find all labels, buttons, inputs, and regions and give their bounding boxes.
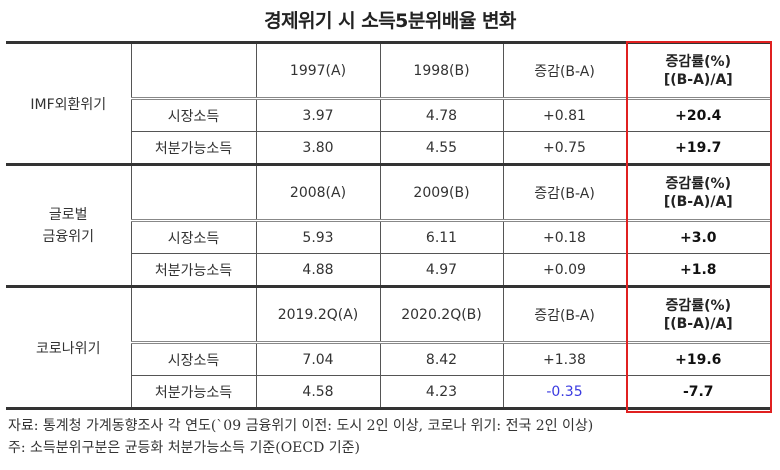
value-a: 4.58: [255, 375, 381, 410]
value-a: 3.80: [255, 131, 381, 166]
table-row: 시장소득 5.93 6.11 +0.18 +3.0: [6, 220, 770, 254]
value-rate: +3.0: [625, 220, 770, 254]
value-rate: +19.7: [625, 131, 770, 166]
table-row: 처분가능소득 4.58 4.23 -0.35 -7.7: [6, 375, 770, 410]
value-b: 4.55: [379, 131, 504, 166]
value-diff-negative: -0.35: [502, 375, 627, 410]
group-header-row: 글로벌 금융위기 2008(A) 2009(B) 증감(B-A) 증감률(%) …: [6, 164, 770, 288]
income-type-label: 시장소득: [130, 342, 257, 376]
diff-header: 증감(B-A): [502, 164, 627, 222]
method-note: 주: 소득분위구분은 균등화 처분가능소득 기준(OECD 기준): [8, 440, 361, 456]
period-b-header: 2009(B): [379, 164, 504, 222]
period-a-header: 2019.2Q(A): [255, 286, 381, 344]
period-a-header: 2008(A): [255, 164, 381, 222]
period-b-header: 2020.2Q(B): [379, 286, 504, 344]
table-row: 처분가능소득 4.88 4.97 +0.09 +1.8: [6, 253, 770, 288]
source-note: 자료: 통계청 가계동향조사 각 연도(`09 금융위기 이전: 도시 2인 이…: [8, 418, 594, 434]
value-rate: -7.7: [625, 375, 770, 410]
value-rate: +20.4: [625, 98, 770, 132]
value-a: 3.97: [255, 98, 381, 132]
crisis-label: 코로나위기: [6, 286, 132, 410]
empty-header-cell: [130, 41, 257, 100]
rate-header: 증감률(%) [(B-A)/A]: [625, 286, 770, 344]
income-type-label: 처분가능소득: [130, 375, 257, 410]
value-a: 5.93: [255, 220, 381, 254]
table-row: 시장소득 7.04 8.42 +1.38 +19.6: [6, 342, 770, 376]
footnotes: 자료: 통계청 가계동향조사 각 연도(`09 금융위기 이전: 도시 2인 이…: [8, 415, 593, 459]
crisis-label: 글로벌 금융위기: [6, 164, 132, 288]
value-b: 8.42: [379, 342, 504, 376]
group-header-row: 코로나위기 2019.2Q(A) 2020.2Q(B) 증감(B-A) 증감률(…: [6, 286, 770, 410]
value-diff: +0.81: [502, 98, 627, 132]
empty-header-cell: [130, 286, 257, 344]
value-b: 6.11: [379, 220, 504, 254]
value-b: 4.23: [379, 375, 504, 410]
value-a: 4.88: [255, 253, 381, 288]
value-diff: +0.09: [502, 253, 627, 288]
empty-header-cell: [130, 164, 257, 222]
diff-header: 증감(B-A): [502, 286, 627, 344]
crisis-label: IMF외환위기: [6, 41, 132, 166]
value-rate: +1.8: [625, 253, 770, 288]
diff-header: 증감(B-A): [502, 41, 627, 100]
table-row: 처분가능소득 3.80 4.55 +0.75 +19.7: [6, 131, 770, 166]
income-type-label: 처분가능소득: [130, 131, 257, 166]
value-diff: +0.18: [502, 220, 627, 254]
value-b: 4.78: [379, 98, 504, 132]
value-b: 4.97: [379, 253, 504, 288]
value-diff: +1.38: [502, 342, 627, 376]
group-header-row: IMF외환위기 1997(A) 1998(B) 증감(B-A) 증감률(%) […: [6, 41, 770, 166]
value-rate: +19.6: [625, 342, 770, 376]
table-title: 경제위기 시 소득5분위배율 변화: [264, 10, 516, 32]
quintile-ratio-table: IMF외환위기 1997(A) 1998(B) 증감(B-A) 증감률(%) […: [6, 41, 770, 410]
value-diff: +0.75: [502, 131, 627, 166]
period-b-header: 1998(B): [379, 41, 504, 100]
rate-header: 증감률(%) [(B-A)/A]: [625, 164, 770, 222]
table-row: 시장소득 3.97 4.78 +0.81 +20.4: [6, 98, 770, 132]
rate-header: 증감률(%) [(B-A)/A]: [625, 41, 770, 100]
period-a-header: 1997(A): [255, 41, 381, 100]
income-type-label: 시장소득: [130, 98, 257, 132]
income-type-label: 시장소득: [130, 220, 257, 254]
value-a: 7.04: [255, 342, 381, 376]
income-type-label: 처분가능소득: [130, 253, 257, 288]
